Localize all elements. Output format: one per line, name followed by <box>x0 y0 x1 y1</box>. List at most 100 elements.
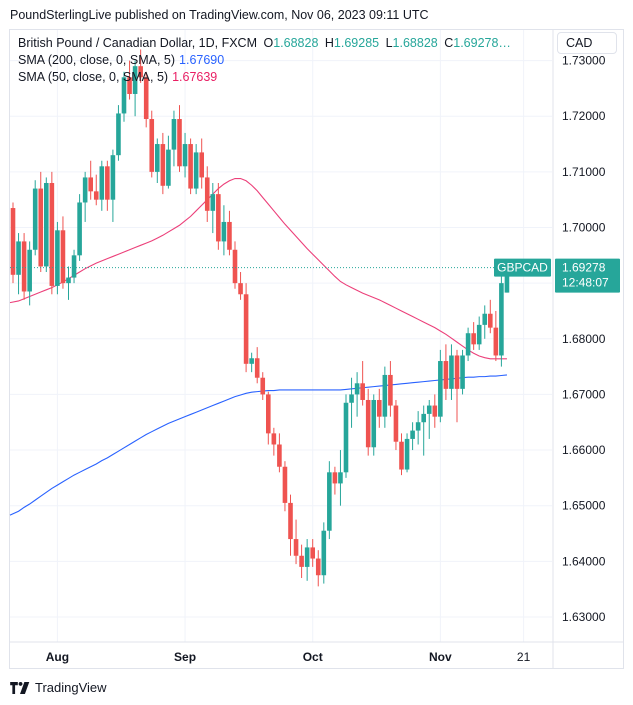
candle-up <box>426 405 432 414</box>
candle-up <box>116 113 121 156</box>
last-price-tag <box>555 258 620 293</box>
symbol-price-tag <box>494 258 551 277</box>
candle-down <box>299 555 304 567</box>
y-tick-label: 1.68000 <box>562 332 606 346</box>
high-value: 1.69285 <box>333 36 380 50</box>
candle-down <box>399 441 404 470</box>
candle-up <box>182 144 188 167</box>
candle-down <box>271 433 277 445</box>
candle-down <box>365 399 371 448</box>
candle-down <box>282 466 288 503</box>
high-label: H <box>324 36 334 50</box>
candle-down <box>177 119 182 167</box>
candle-up <box>155 144 160 172</box>
y-tick-label: 1.73000 <box>562 54 606 68</box>
low-label: L <box>385 36 393 50</box>
y-tick-label: 1.67000 <box>562 387 606 401</box>
candle-down <box>332 472 338 484</box>
candle-up <box>66 277 71 284</box>
candle-up <box>210 194 216 211</box>
candle-up <box>132 66 138 94</box>
candle-down <box>454 355 460 389</box>
candle-down <box>243 294 249 364</box>
candle-down <box>377 399 382 417</box>
candle-up <box>371 399 377 448</box>
candle-up <box>32 188 38 250</box>
sma50-label: SMA (50, close, 0, SMA, 5) <box>18 70 169 84</box>
candle-up <box>82 177 88 203</box>
y-tick-label: 1.71000 <box>562 165 606 179</box>
tradingview-logo-icon <box>10 681 30 694</box>
candle-up <box>121 77 127 114</box>
candle-up <box>321 530 327 576</box>
candle-up <box>221 221 227 242</box>
candle-down <box>360 383 365 400</box>
candle-up <box>482 313 488 325</box>
sma50-value: 1.67639 <box>172 70 218 84</box>
close-value: 1.69278… <box>453 36 511 50</box>
candle-up <box>304 547 310 567</box>
candle-up <box>327 472 332 531</box>
candle-down <box>138 66 143 78</box>
candle-down <box>488 313 493 328</box>
candle-up <box>499 283 504 356</box>
candle-up <box>349 394 354 403</box>
y-tick-label: 1.70000 <box>562 221 606 235</box>
candle-up <box>382 374 388 417</box>
candle-down <box>393 405 399 442</box>
candle-up <box>354 383 360 395</box>
candle-down <box>260 377 266 395</box>
candle-down <box>266 394 271 434</box>
legend-sma200-row[interactable]: SMA (200, close, 0, SMA, 5) 1.67690 <box>18 52 511 69</box>
candle-down <box>432 405 438 417</box>
open-value: 1.68828 <box>273 36 319 50</box>
symbol-description[interactable]: British Pound / Canadian Dollar, 1D, FXC… <box>18 36 257 50</box>
candle-down <box>105 166 110 200</box>
candle-down <box>149 119 155 172</box>
candle-up <box>16 241 21 275</box>
footer-brand: TradingView <box>35 680 107 695</box>
candle-up <box>449 355 454 389</box>
sma200-label: SMA (200, close, 0, SMA, 5) <box>18 53 176 67</box>
candle-down <box>216 194 221 242</box>
candle-up <box>415 422 421 431</box>
candle-up <box>421 413 426 423</box>
candle-up <box>77 202 82 256</box>
candle-down <box>238 283 243 295</box>
candle-down <box>232 249 238 284</box>
candle-up <box>193 152 199 189</box>
candle-up <box>404 438 410 470</box>
bar-countdown: 12:48:07 <box>562 276 609 290</box>
candle-down <box>10 208 16 275</box>
candle-up <box>249 358 254 364</box>
candle-up <box>465 333 471 356</box>
symbol-tag-text: GBPCAD <box>497 261 548 275</box>
y-tick-label: 1.66000 <box>562 443 606 457</box>
x-tick-label: Aug <box>46 650 69 664</box>
y-tick-label: 1.72000 <box>562 109 606 123</box>
candle-down <box>199 152 204 178</box>
candle-down <box>310 547 315 559</box>
candle-up <box>476 324 482 345</box>
candle-up <box>410 430 415 439</box>
candle-up <box>338 472 343 484</box>
candle-down <box>188 144 193 189</box>
candle-down <box>293 539 299 556</box>
tradingview-footer[interactable]: TradingView <box>10 680 107 695</box>
candle-up <box>110 155 116 200</box>
candle-down <box>38 188 44 267</box>
candle-up <box>504 267 510 293</box>
y-tick-label: 1.64000 <box>562 554 606 568</box>
candle-down <box>160 144 166 186</box>
legend-sma50-row[interactable]: SMA (50, close, 0, SMA, 5) 1.67639 <box>18 69 511 86</box>
candle-down <box>443 361 449 389</box>
candle-down <box>227 221 232 250</box>
candle-up <box>166 149 171 186</box>
low-value: 1.68828 <box>392 36 438 50</box>
chart-frame <box>9 29 624 669</box>
currency-button[interactable]: CAD <box>557 32 617 54</box>
publisher-caption: PoundSterlingLive published on TradingVi… <box>10 8 429 22</box>
x-tick-label: Sep <box>174 650 196 664</box>
x-tick-label: Oct <box>303 650 323 664</box>
